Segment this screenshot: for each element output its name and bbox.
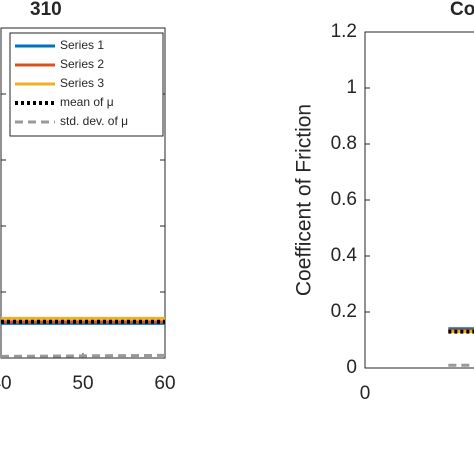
- legend-label: Series 1: [60, 38, 104, 52]
- x-tick-label: 40: [0, 373, 12, 394]
- legend-label: std. dev. of μ: [60, 114, 128, 128]
- y-tick-label: 1.2: [331, 21, 357, 42]
- chart-title: Co: [450, 0, 474, 20]
- y-axis-label: Coefficent of Friction: [293, 104, 316, 296]
- x-tick-label: 50: [72, 373, 93, 394]
- y-tick-label: 0.4: [331, 245, 358, 266]
- x-tick-label: 60: [154, 373, 175, 394]
- y-tick-label: 0.6: [331, 189, 357, 210]
- series-line: [0, 353, 166, 358]
- x-tick-label: 0: [360, 383, 371, 404]
- chart-title: 310: [30, 0, 62, 20]
- y-tick-label: 0: [346, 357, 357, 378]
- legend-label: Series 2: [60, 57, 104, 71]
- y-tick-label: 1: [346, 77, 357, 98]
- legend-label: Series 3: [60, 76, 104, 90]
- y-tick-label: 0.2: [331, 301, 357, 322]
- plot-area: [364, 31, 474, 369]
- legend-label: mean of μ: [60, 95, 114, 109]
- y-tick-label: 0.8: [331, 133, 357, 154]
